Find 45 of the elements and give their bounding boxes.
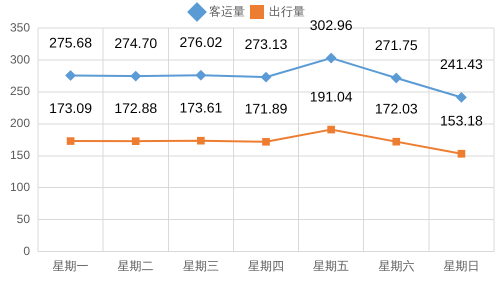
y-tick-label: 350 [10,20,30,34]
point [392,138,400,146]
x-tick-label: 星期一 [52,259,89,274]
x-tick-label: 星期日 [443,259,480,274]
point [391,72,402,83]
legend-label: 客运量 [209,4,245,18]
data-label: 191.04 [310,88,353,104]
point [261,72,272,82]
data-label: 171.89 [244,100,288,117]
data-label: 153.18 [440,112,484,129]
data-label: 276.02 [179,34,222,50]
point [66,70,76,80]
y-tick-label: 0 [23,244,30,258]
x-tick-label: 星期二 [118,259,154,274]
y-tick-label: 200 [10,116,30,130]
x-tick-label: 星期三 [182,259,219,274]
y-tick-label: 150 [10,148,30,162]
data-label: 271.75 [374,36,418,53]
data-label: 302.96 [310,16,353,33]
point [132,137,140,145]
y-tick-label: 250 [10,84,30,98]
point [326,53,336,64]
point [327,126,335,134]
data-label: 172.03 [374,100,418,117]
y-tick-label: 50 [16,212,30,226]
data-label: 173.09 [49,100,92,116]
y-tick-label: 300 [10,52,30,66]
data-label: 275.68 [49,34,92,50]
point [130,71,141,82]
point [458,150,466,158]
data-label: 274.70 [114,34,158,51]
point [262,138,270,146]
point [197,136,205,145]
point [196,70,206,80]
data-label: 172.88 [114,100,158,116]
data-label: 241.43 [440,56,484,72]
point [66,137,74,145]
y-tick-label: 100 [10,180,30,194]
data-label: 173.61 [179,100,222,116]
x-tick-label: 星期六 [378,259,414,274]
data-label: 273.13 [244,36,288,52]
x-tick-label: 星期四 [248,259,284,274]
point [456,92,466,102]
x-tick-label: 星期五 [313,259,350,274]
legend-label: 出行量 [269,4,305,18]
